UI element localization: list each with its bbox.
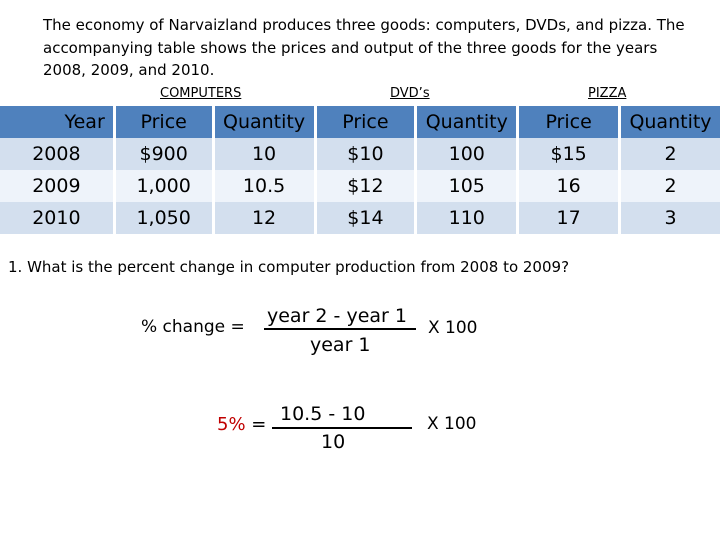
table-cell: $14 [316, 202, 415, 234]
formula-label: % change = [141, 317, 245, 337]
answer-equals: = [245, 414, 267, 435]
data-table: Year Price Quantity Price Quantity Price… [0, 106, 720, 234]
group-header-computers: COMPUTERS [160, 86, 242, 101]
table-cell: $12 [316, 170, 415, 202]
header-cell: Quantity [621, 106, 720, 138]
answer-result: 5% [217, 414, 246, 435]
table-cell: 10 [214, 138, 314, 170]
answer-denominator: 10 [321, 431, 346, 453]
table-cell: 1,050 [115, 202, 212, 234]
formula-fraction-bar [264, 328, 416, 330]
table-row: 2010 1,050 12 $14 110 17 3 [0, 202, 720, 234]
table-cell: 12 [214, 202, 314, 234]
table-cell: 2010 [0, 202, 113, 234]
answer-label: 5% = [217, 414, 266, 435]
table-row: 2009 1,000 10.5 $12 105 16 2 [0, 170, 720, 202]
table-cell: 110 [417, 202, 517, 234]
table-cell: 3 [621, 202, 720, 234]
group-header-pizza: PIZZA [588, 86, 627, 101]
table-cell: 17 [519, 202, 619, 234]
table-cell: 105 [417, 170, 517, 202]
group-header-dvds: DVD’s [390, 86, 430, 101]
header-cell: Price [519, 106, 619, 138]
table-row: 2008 $900 10 $10 100 $15 2 [0, 138, 720, 170]
table-cell: 2 [621, 170, 720, 202]
formula-numerator: year 2 - year 1 [267, 305, 407, 327]
table-cell: $10 [316, 138, 415, 170]
header-cell: Year [0, 106, 113, 138]
header-cell: Price [115, 106, 212, 138]
answer-numerator: 10.5 - 10 [280, 403, 366, 425]
question-text: 1. What is the percent change in compute… [8, 258, 570, 276]
answer-multiplier: X 100 [427, 414, 477, 434]
header-cell: Price [316, 106, 415, 138]
table-cell: 2009 [0, 170, 113, 202]
table-cell: $15 [519, 138, 619, 170]
table-cell: 2 [621, 138, 720, 170]
header-cell: Quantity [214, 106, 314, 138]
answer-fraction-bar [272, 427, 412, 429]
table-cell: 10.5 [214, 170, 314, 202]
formula-denominator: year 1 [310, 334, 371, 356]
table-cell: 1,000 [115, 170, 212, 202]
table-cell: 2008 [0, 138, 113, 170]
table-header-row: Year Price Quantity Price Quantity Price… [0, 106, 720, 138]
table-cell: $900 [115, 138, 212, 170]
intro-text: The economy of Narvaizland produces thre… [43, 14, 703, 82]
table-cell: 100 [417, 138, 517, 170]
formula-multiplier: X 100 [428, 318, 478, 338]
header-cell: Quantity [417, 106, 517, 138]
table-cell: 16 [519, 170, 619, 202]
intro-line-3: 2008, 2009, and 2010. [43, 61, 215, 79]
intro-line-2: accompanying table shows the prices and … [43, 38, 658, 57]
intro-line-1: The economy of Narvaizland produces thre… [43, 16, 685, 34]
